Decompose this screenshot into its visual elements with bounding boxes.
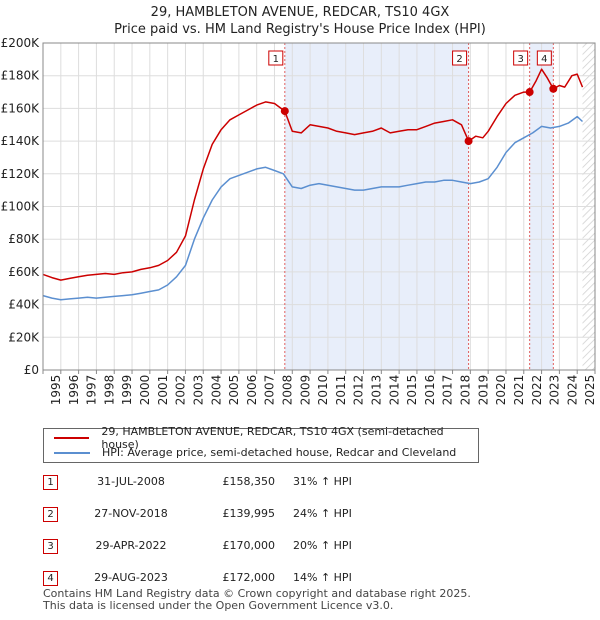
- sale-number-badge: 2: [43, 507, 58, 522]
- x-tick-label: 2021: [512, 375, 526, 406]
- x-tick-label: 2018: [459, 375, 473, 406]
- property-price-line: [42, 68, 584, 281]
- sale-date: 31-JUL-2008: [97, 475, 165, 488]
- x-tick-label: 2008: [280, 375, 294, 406]
- x-tick-label: 2015: [405, 375, 419, 406]
- legend-item-hpi: HPI: Average price, semi-detached house,…: [44, 445, 456, 460]
- sale-date: 29-AUG-2023: [94, 571, 168, 584]
- x-tick-label: 2020: [494, 375, 508, 406]
- x-tick-label: 2001: [156, 375, 170, 406]
- legend-label-hpi: HPI: Average price, semi-detached house,…: [102, 446, 457, 459]
- y-tick-label: £160K: [1, 101, 41, 115]
- x-tick-label: 2004: [209, 375, 223, 406]
- legend-swatch-hpi: [54, 451, 90, 454]
- x-tick-label: 2002: [174, 375, 188, 406]
- sale-hpi-change: 14% ↑ HPI: [293, 571, 352, 584]
- sale-label-box: [513, 50, 529, 66]
- footer-licence: This data is licensed under the Open Gov…: [43, 599, 394, 612]
- plot-frame: [42, 42, 596, 371]
- footer-copyright: Contains HM Land Registry data © Crown c…: [43, 587, 471, 600]
- y-tick-label: £200K: [1, 36, 41, 50]
- legend-swatch-property: [54, 436, 90, 439]
- y-tick-label: £40K: [8, 298, 40, 312]
- x-tick-label: 2010: [316, 375, 330, 406]
- x-tick-label: 1997: [85, 375, 99, 406]
- sale-hpi-change: 20% ↑ HPI: [293, 539, 352, 552]
- sale-hpi-change: 31% ↑ HPI: [293, 475, 352, 488]
- sale-label-box: [536, 50, 552, 66]
- x-tick-label: 2005: [227, 375, 241, 406]
- sale-point: [525, 88, 534, 97]
- x-tick-label: 2014: [387, 375, 401, 406]
- x-tick-label: 1999: [120, 375, 134, 406]
- sale-price: £170,000: [222, 539, 276, 552]
- sale-price: £172,000: [222, 571, 276, 584]
- x-tick-label: 2025: [583, 375, 597, 406]
- sale-label: 2: [456, 54, 462, 65]
- y-tick-label: £0: [24, 363, 39, 377]
- y-tick-label: £140K: [1, 134, 41, 148]
- x-tick-label: 2009: [298, 375, 312, 406]
- legend-label-property: 29, HAMBLETON AVENUE, REDCAR, TS10 4GX (…: [101, 424, 444, 451]
- footer: Contains HM Land Registry data © Crown c…: [43, 588, 471, 612]
- y-tick-label: £20K: [8, 330, 40, 344]
- sale-label: 3: [517, 54, 523, 65]
- x-tick-label: 1998: [102, 375, 116, 406]
- y-tick-label: £80K: [8, 232, 40, 246]
- sale-row: 2 27-NOV-2018 £139,995 24% ↑ HPI: [43, 504, 563, 524]
- x-tick-label: 2013: [370, 375, 384, 406]
- sale-label-box: [268, 50, 284, 66]
- y-tick-label: £120K: [1, 167, 41, 181]
- x-tick-label: 2016: [423, 375, 437, 406]
- x-tick-label: 1996: [67, 375, 81, 406]
- sale-number-badge: 3: [43, 539, 58, 554]
- sale-row: 4 29-AUG-2023 £172,000 14% ↑ HPI: [43, 568, 563, 588]
- x-tick-label: 2012: [352, 375, 366, 406]
- x-tick-label: 1995: [49, 375, 63, 406]
- x-tick-label: 2003: [191, 375, 205, 406]
- sale-number-badge: 1: [43, 475, 58, 490]
- y-tick-label: £180K: [1, 69, 41, 83]
- x-tick-label: 2022: [530, 375, 544, 406]
- sale-price: £139,995: [222, 507, 276, 520]
- sale-label-box: [452, 50, 468, 66]
- sale-hpi-change: 24% ↑ HPI: [293, 507, 352, 520]
- sale-label: 1: [273, 54, 279, 65]
- x-tick-label: 2023: [548, 375, 562, 406]
- legend-item-property: 29, HAMBLETON AVENUE, REDCAR, TS10 4GX (…: [44, 425, 478, 451]
- x-tick-label: 2007: [263, 375, 277, 406]
- chart-subtitle: Price paid vs. HM Land Registry's House …: [114, 22, 486, 37]
- sale-price: £158,350: [222, 475, 276, 488]
- sale-label: 4: [541, 54, 547, 65]
- sale-point: [549, 84, 558, 93]
- x-tick-label: 2019: [476, 375, 490, 406]
- x-tick-label: 2006: [245, 375, 259, 406]
- x-tick-label: 2011: [334, 375, 348, 406]
- price-chart: 1 2 3 4 £0 £20K £40K £60K £80K £100K £120K £140K £16…: [1, 36, 598, 406]
- sale-date: 27-NOV-2018: [94, 507, 168, 520]
- y-tick-label: £60K: [8, 265, 40, 279]
- chart-title: 29, HAMBLETON AVENUE, REDCAR, TS10 4GX: [150, 5, 450, 20]
- sale-row: 3 29-APR-2022 £170,000 20% ↑ HPI: [43, 536, 563, 556]
- hpi-line: [42, 115, 584, 301]
- sale-point: [464, 137, 473, 146]
- sale-row: 1 31-JUL-2008 £158,350 31% ↑ HPI: [43, 472, 563, 492]
- x-tick-label: 2017: [441, 375, 455, 406]
- x-tick-label: 2000: [138, 375, 152, 406]
- x-tick-label: 2024: [565, 375, 579, 406]
- legend: 29, HAMBLETON AVENUE, REDCAR, TS10 4GX (…: [43, 425, 479, 463]
- y-tick-label: £100K: [1, 200, 41, 214]
- sale-date: 29-APR-2022: [95, 539, 167, 552]
- sale-number-badge: 4: [43, 571, 58, 586]
- sale-point: [280, 107, 289, 116]
